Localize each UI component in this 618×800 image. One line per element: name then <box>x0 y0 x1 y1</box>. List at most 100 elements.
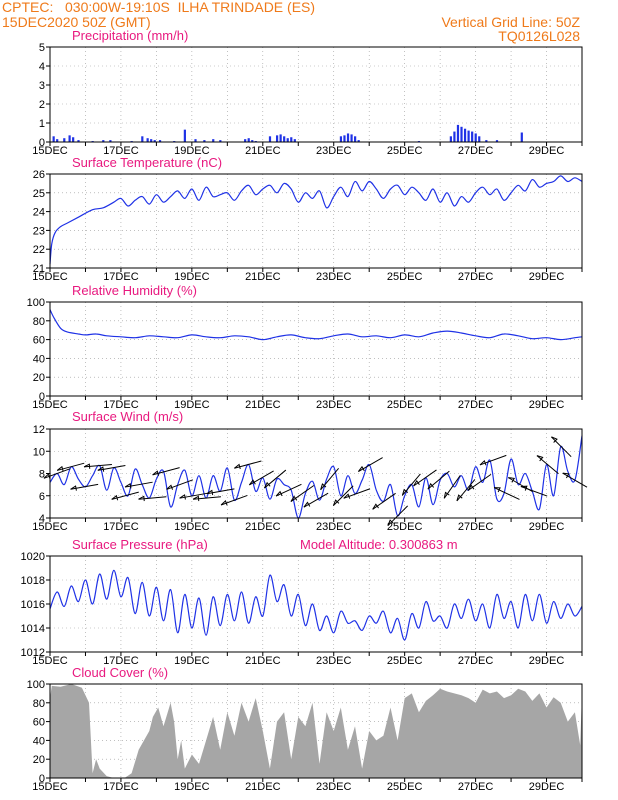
x-tick-label: 15DEC <box>32 271 68 283</box>
x-tick-label: 25DEC <box>387 521 423 533</box>
precip-bar <box>354 136 357 142</box>
y-tick-label: 60 <box>33 717 45 729</box>
wind-arrow-head <box>56 465 64 472</box>
wind-arrow-shaft <box>387 505 409 527</box>
chart-panel-0: 0 1 2 3 4 5 15DEC 17DEC 19DEC 21DEC 23DEC 25DEC 27DE… <box>32 28 583 157</box>
wind-arrow-head <box>343 493 351 499</box>
wind-arrow-shaft <box>166 479 194 490</box>
y-tick-label: 80 <box>33 698 45 710</box>
x-tick-label: 19DEC <box>174 521 210 533</box>
wind-arrow-shaft <box>493 487 520 500</box>
wind-arrow-shaft <box>249 470 274 486</box>
wind-arrow-head <box>387 519 394 526</box>
x-tick-label: 27DEC <box>458 399 494 411</box>
wind-arrow-shaft <box>333 485 354 507</box>
wind-arrow-shaft <box>562 472 588 488</box>
y-tick-label: 100 <box>27 297 45 309</box>
y-tick-label: 5 <box>39 42 45 54</box>
precip-bar <box>290 137 293 142</box>
x-tick-label: 27DEC <box>458 781 494 793</box>
wind-arrow-head <box>332 499 340 506</box>
precip-bar <box>183 129 186 142</box>
x-tick-label: 21DEC <box>245 781 281 793</box>
wind-arrow-shaft <box>343 488 371 499</box>
y-tick-label: 80 <box>33 316 45 328</box>
x-tick-label: 27DEC <box>458 145 494 157</box>
wind-arrow-head <box>479 459 487 466</box>
x-tick-label: 19DEC <box>174 145 210 157</box>
y-tick-label: 22 <box>33 244 45 256</box>
plot-frame <box>49 173 583 269</box>
precip-bar <box>150 139 153 142</box>
y-tick-label: 1018 <box>21 575 45 587</box>
precip-bar <box>194 139 197 142</box>
precip-bar <box>286 138 289 142</box>
x-tick-label: 19DEC <box>174 399 210 411</box>
chart-panel-4: 1012 1014 1016 1018 1020 15DEC 17DEC 19DEC 21DEC… <box>21 537 583 667</box>
y-tick-label: 21 <box>33 263 45 275</box>
wind-arrow-shaft <box>192 496 221 500</box>
wind-arrow-shaft <box>152 467 180 476</box>
wind-arrow-shaft <box>43 468 71 479</box>
y-tick-label: 1012 <box>21 647 45 659</box>
y-tick-label: 26 <box>33 169 45 181</box>
wind-arrow-head <box>179 494 186 500</box>
wind-arrow-head <box>467 484 475 491</box>
precip-bar <box>485 140 488 142</box>
wind-arrow-shaft <box>83 463 112 468</box>
x-tick-label: 19DEC <box>174 781 210 793</box>
y-tick-label: 24 <box>33 207 45 219</box>
x-tick-label: 25DEC <box>387 145 423 157</box>
x-tick-label: 17DEC <box>103 399 139 411</box>
x-tick-label: 29DEC <box>529 781 565 793</box>
wind-arrow-head <box>43 473 51 479</box>
wind-arrow-head <box>357 465 365 472</box>
x-tick-label: 17DEC <box>103 145 139 157</box>
wind-arrow-head <box>427 482 435 490</box>
wind-arrow-head <box>97 466 105 472</box>
precip-bar <box>474 133 477 142</box>
wind-arrow-shaft <box>111 491 139 500</box>
panel-title: Cloud Cover (%) <box>72 665 168 680</box>
wind-arrow-shaft <box>467 473 492 491</box>
wind-arrow-head <box>562 472 570 479</box>
plot-frame <box>49 683 583 779</box>
wind-arrow-shaft <box>124 481 153 488</box>
x-tick-label: 15DEC <box>32 781 68 793</box>
y-tick-label: 23 <box>33 225 45 237</box>
wind-arrow-head <box>124 482 132 489</box>
y-tick-label: 100 <box>27 679 45 691</box>
panel-title: Surface Temperature (nC) <box>72 155 222 170</box>
panel-annotation: Model Altitude: 0.300863 m <box>300 537 458 552</box>
y-tick-label: 60 <box>33 335 45 347</box>
wind-arrow-head <box>401 488 409 496</box>
x-tick-label: 29DEC <box>529 521 565 533</box>
y-tick-label: 2 <box>39 99 45 111</box>
wind-arrow-shaft <box>303 492 329 508</box>
y-tick-label: 20 <box>33 754 45 766</box>
wind-arrow-shaft <box>220 494 248 506</box>
precip-bar <box>456 124 460 142</box>
wind-arrow-shaft <box>520 486 548 497</box>
precip-bar <box>77 140 80 142</box>
plot-frame <box>49 46 583 143</box>
x-tick-label: 25DEC <box>387 399 423 411</box>
wind-arrow-head <box>290 495 298 502</box>
x-tick-label: 27DEC <box>458 655 494 667</box>
precip-bar <box>158 140 162 142</box>
y-tick-label: 8 <box>39 469 45 481</box>
precip-bar <box>283 136 286 142</box>
precip-bar <box>275 135 279 142</box>
x-tick-label: 29DEC <box>529 655 565 667</box>
x-tick-label: 21DEC <box>245 271 281 283</box>
x-tick-label: 19DEC <box>174 271 210 283</box>
precip-bar <box>495 140 499 142</box>
series-line <box>49 569 583 641</box>
wind-arrow-head <box>372 503 379 510</box>
y-tick-label: 1020 <box>21 551 45 563</box>
wind-arrow-head <box>413 479 420 487</box>
wind-arrow-head <box>206 489 214 496</box>
x-tick-label: 23DEC <box>316 781 352 793</box>
x-tick-label: 29DEC <box>529 399 565 411</box>
precip-bar <box>219 140 222 142</box>
